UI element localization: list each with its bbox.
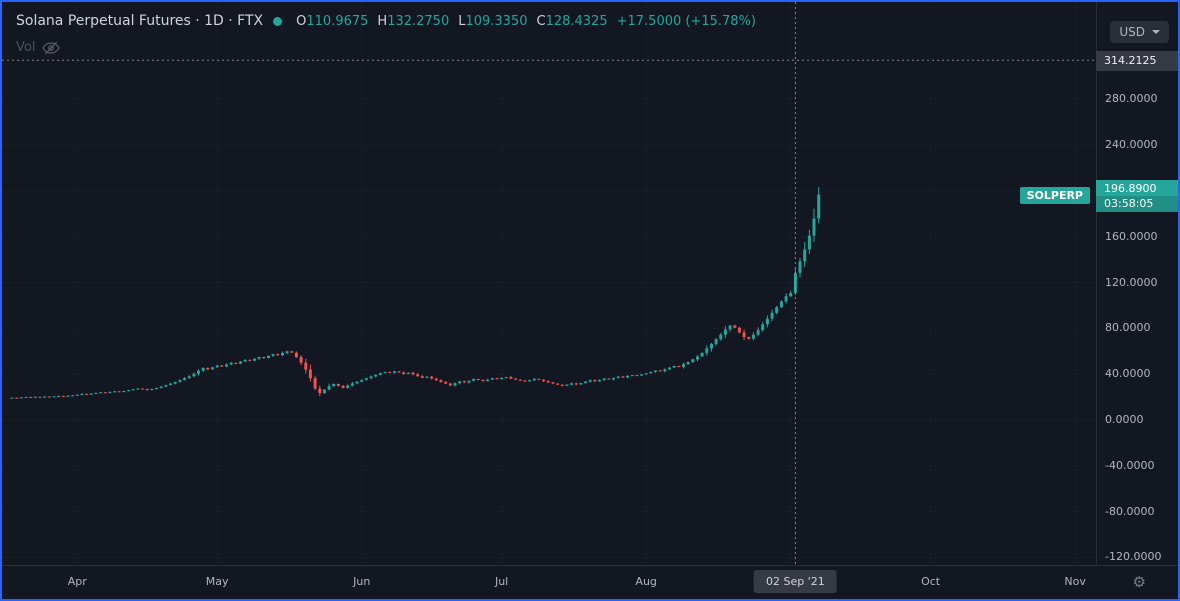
last-price-value: 196.8900 (1104, 181, 1157, 195)
price-axis-label: -80.0000 (1105, 504, 1155, 518)
crosshair-time-label: 02 Sep '21 (754, 570, 837, 593)
low-label: L (458, 13, 466, 29)
volume-label[interactable]: Vol (16, 40, 36, 55)
crosshair-price-label: 314.2125 (1096, 51, 1178, 72)
price-axis-label: 160.0000 (1105, 229, 1158, 243)
chevron-down-icon (1152, 30, 1160, 34)
price-axis-label: 120.0000 (1105, 275, 1158, 289)
close-value: 128.4325 (545, 13, 608, 29)
candlestick-chart[interactable] (2, 2, 1096, 565)
time-axis-label: Jul (494, 575, 509, 588)
currency-selector[interactable]: USD (1110, 21, 1169, 43)
grid-lines (2, 2, 1096, 565)
price-axis[interactable]: 280.0000 240.0000 160.0000 120.0000 80.0000 4… (1096, 2, 1178, 565)
last-price-badge: 196.8900 03:58:05 (1096, 179, 1178, 212)
time-axis-label: Apr (67, 575, 87, 588)
time-axis-label: Oct (921, 575, 941, 588)
symbol-title[interactable]: Solana Perpetual Futures · 1D · FTX (16, 13, 264, 29)
time-axis-label: Aug (635, 575, 657, 588)
currency-label: USD (1119, 25, 1145, 39)
bar-countdown: 03:58:05 (1096, 195, 1178, 212)
price-axis-label: 240.0000 (1105, 138, 1158, 152)
candles (10, 187, 821, 399)
high-value: 132.2750 (387, 13, 450, 29)
volume-indicator-row: Vol (16, 40, 61, 55)
low-value: 109.3350 (465, 13, 528, 29)
crosshair (2, 2, 1096, 565)
gear-icon[interactable]: ⚙ (1132, 573, 1146, 591)
high-label: H (377, 13, 388, 29)
close-label: C (536, 13, 546, 29)
price-axis-label: 40.0000 (1105, 367, 1151, 381)
price-axis-label: -120.0000 (1105, 550, 1162, 564)
price-axis-label: 280.0000 (1105, 92, 1158, 106)
time-axis-label: May (205, 575, 229, 588)
ohlc-values: O110.9675 H132.2750 L109.3350 C128.4325 … (296, 14, 756, 29)
price-axis-label: -40.0000 (1105, 458, 1155, 472)
time-axis-label: Nov (1064, 575, 1086, 588)
eye-off-icon[interactable] (42, 41, 61, 55)
symbol-price-tag: SOLPERP (1019, 186, 1090, 204)
chart-legend: Solana Perpetual Futures · 1D · FTX O110… (16, 13, 756, 29)
open-value: 110.9675 (306, 13, 369, 29)
price-axis-label: 80.0000 (1105, 321, 1151, 335)
change-value: +17.5000 (+15.78%) (616, 13, 756, 29)
open-label: O (296, 13, 307, 29)
time-axis[interactable]: 02 Sep '21 ⚙ Apr May Jun Jul Aug Oct Nov (2, 565, 1178, 599)
time-axis-label: Jun (353, 575, 371, 588)
market-status-icon (273, 16, 283, 26)
price-axis-label: 0.0000 (1105, 413, 1144, 426)
